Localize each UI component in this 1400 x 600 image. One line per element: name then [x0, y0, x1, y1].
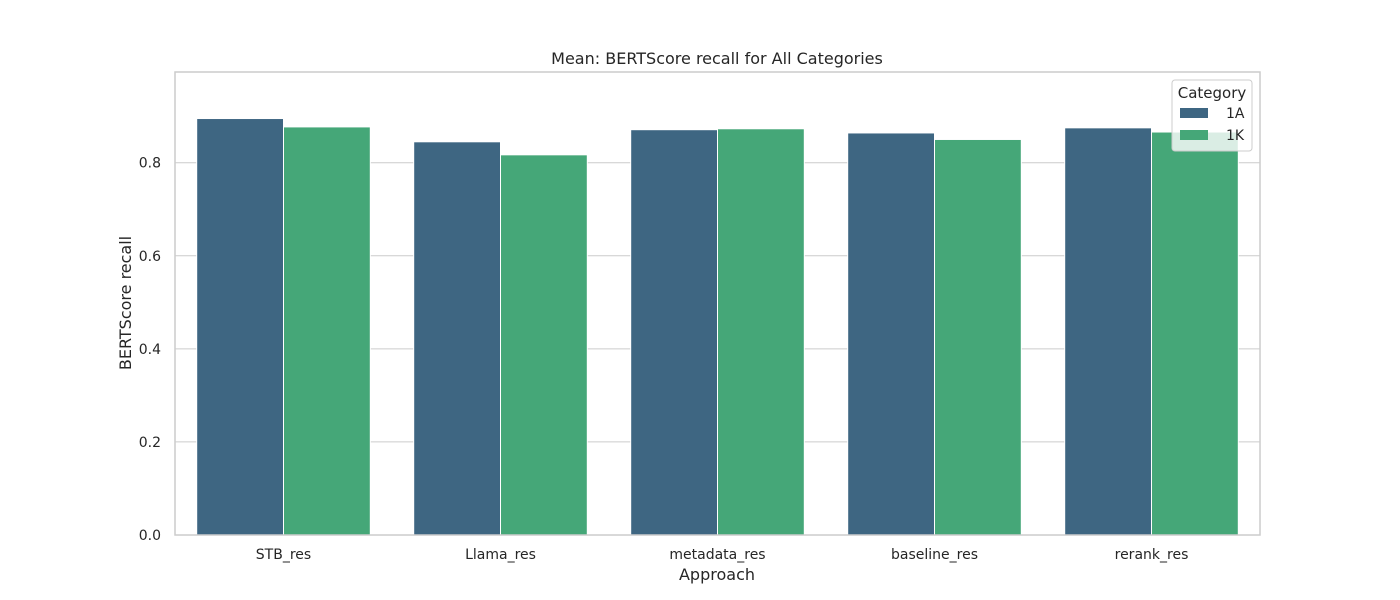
bars: [196, 118, 1239, 536]
bar-1a-baseline-res: [847, 132, 936, 536]
bar-1a-metadata-res: [630, 129, 719, 536]
bar-1a-stb-res: [196, 118, 284, 536]
legend-label-1a: 1A: [1226, 106, 1245, 122]
bar-1a-rerank-res: [1064, 127, 1152, 536]
legend-title: Category: [1178, 84, 1247, 102]
bar-1k-rerank-res: [1151, 131, 1239, 536]
bar-1k-stb-res: [283, 126, 371, 536]
x-tick-label: STB_res: [256, 547, 311, 563]
x-axis-ticks: STB_res Llama_res metadata_res baseline_res…: [256, 547, 1189, 563]
x-tick-label: baseline_res: [891, 547, 978, 563]
bar-1k-metadata-res: [717, 128, 805, 536]
legend-label-1k: 1K: [1226, 128, 1245, 144]
y-tick-label: 0.2: [139, 435, 161, 451]
plot-frame: [174, 71, 1261, 536]
y-tick-label: 0.0: [139, 528, 161, 544]
bar-1a-llama-res: [413, 141, 502, 536]
bar-1k-baseline-res: [934, 138, 1022, 536]
y-axis-ticks: 0.0 0.2 0.4 0.6 0.8: [139, 156, 161, 544]
legend-swatch-1k: [1180, 130, 1208, 140]
y-tick-label: 0.8: [139, 156, 161, 172]
x-tick-label: metadata_res: [669, 547, 765, 563]
y-tick-label: 0.4: [139, 342, 161, 358]
y-axis-label: BERTScore recall: [116, 236, 135, 370]
legend-swatch-1a: [1180, 108, 1208, 118]
x-axis-label: Approach: [679, 565, 755, 584]
x-tick-label: rerank_res: [1115, 547, 1189, 563]
legend: Category 1A 1K: [1171, 79, 1253, 152]
bar-1k-llama-res: [500, 154, 588, 536]
x-tick-label: Llama_res: [465, 547, 536, 563]
chart-title: Mean: BERTScore recall for All Categorie…: [551, 49, 883, 68]
y-tick-label: 0.6: [139, 249, 161, 265]
